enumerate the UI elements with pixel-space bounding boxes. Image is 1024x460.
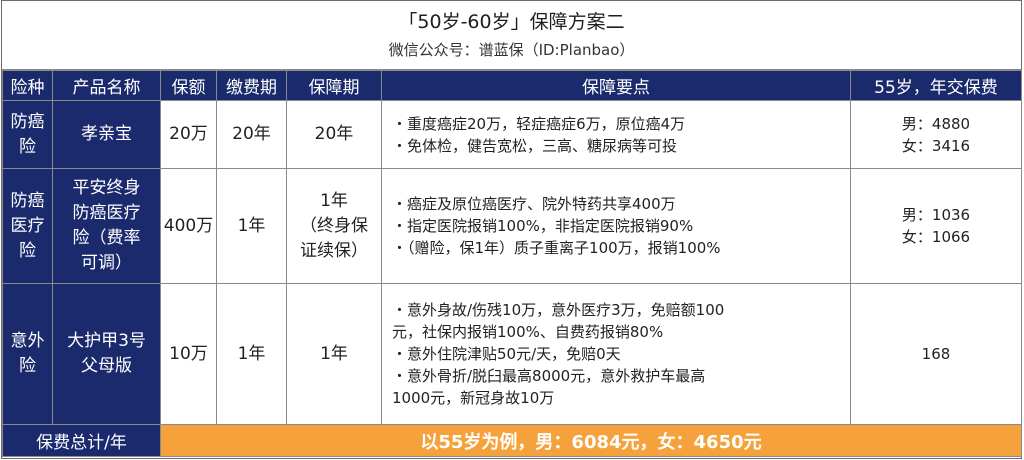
header-premium: 55岁，年交保费	[850, 70, 1022, 101]
header-amount: 保额	[160, 70, 217, 101]
product-name-line: 父母版	[81, 356, 132, 376]
table-row: 意外 险 大护甲3号 父母版 10万 1年 1年 ・意外身故/伤残10万，意外医…	[2, 283, 1022, 425]
cover-term-cell: 1年	[286, 283, 382, 425]
product-name-line: 大护甲3号	[67, 331, 146, 351]
key-point-line: ・癌症及原位癌医疗、院外特药共享400万	[392, 195, 676, 213]
product-name-cell: 平安终身 防癌医疗 险（费率 可调）	[52, 168, 161, 284]
key-point-line: ・指定医院报销100%，非指定医院报销90%	[392, 217, 694, 235]
title-block: 「50岁-60岁」保障方案二 微信公众号：谱蓝保（ID:Planbao）	[2, 1, 1021, 70]
amount-cell: 20万	[160, 100, 217, 169]
premium-line: 女：3416	[901, 136, 971, 155]
key-point-line: ・意外住院津贴50元/天，免赔0天	[392, 345, 621, 363]
key-point-line: ・重度癌症20万，轻症癌症6万，原位癌4万	[392, 114, 686, 133]
key-point-line: ・意外身故/伤残10万，意外医疗3万，免赔额100	[392, 301, 725, 319]
risk-type-cell: 防癌 医疗 险	[2, 168, 53, 284]
cover-term-line: 20年	[314, 124, 354, 144]
total-summary: 以55岁为例，男：6084元，女：4650元	[160, 424, 1022, 457]
header-pay-term: 缴费期	[216, 70, 287, 101]
risk-type-cell: 防癌 险	[2, 100, 53, 169]
cover-term-cell: 1年 （终身保 证续保）	[286, 168, 382, 284]
page-title: 「50岁-60岁」保障方案二	[398, 11, 625, 33]
table-row: 防癌 医疗 险 平安终身 防癌医疗 险（费率 可调） 400万 1年 1年 （终…	[2, 168, 1022, 284]
cover-term-line: （终身保	[300, 215, 368, 236]
product-name-line: 险（费率	[72, 228, 141, 248]
risk-type-line: 险	[19, 240, 36, 261]
risk-type-line: 防癌	[10, 190, 45, 211]
amount-cell: 10万	[160, 283, 217, 425]
key-points-cell: ・重度癌症20万，轻症癌症6万，原位癌4万 ・免体检，健告宽松，三高、糖尿病等可…	[381, 100, 851, 169]
key-point-line: ・意外骨折/脱臼最高8000元，意外救护车最高	[392, 367, 706, 385]
cover-term-cell: 20年	[286, 100, 382, 169]
key-points-cell: ・癌症及原位癌医疗、院外特药共享400万 ・指定医院报销100%，非指定医院报销…	[381, 168, 851, 284]
premium-line: 男：1036	[901, 206, 971, 224]
risk-type-line: 险	[19, 356, 36, 376]
key-point-line: ・（赠险，保1年）质子重离子100万，报销100%	[392, 239, 721, 257]
premium-line: 男：4880	[901, 114, 971, 133]
plan-table: 险种 产品名称 保额 缴费期 保障期 保障要点 55岁，年交保费 防癌 险 孝亲…	[2, 70, 1022, 457]
risk-type-line: 防癌	[10, 111, 45, 132]
key-point-line: 1000元，新冠身故10万	[392, 389, 555, 407]
risk-type-cell: 意外 险	[2, 283, 53, 425]
table-row: 防癌 险 孝亲宝 20万 20年 20年 ・重度癌症20万，轻症癌症6万，原位癌…	[2, 100, 1022, 169]
product-name-line: 可调）	[81, 253, 132, 273]
premium-cell: 男：4880 女：3416	[850, 100, 1022, 169]
header-product: 产品名称	[52, 70, 161, 101]
premium-line: 168	[921, 345, 951, 363]
premium-cell: 男：1036 女：1066	[850, 168, 1022, 284]
risk-type-line: 意外	[10, 331, 45, 351]
header-points: 保障要点	[381, 70, 851, 101]
risk-type-line: 医疗	[10, 215, 45, 236]
risk-type-line: 险	[19, 136, 36, 157]
premium-cell: 168	[850, 283, 1022, 425]
cover-term-line: 1年	[320, 190, 348, 211]
pay-term-cell: 1年	[216, 283, 287, 425]
cover-term-line: 1年	[320, 343, 348, 364]
product-name-cell: 大护甲3号 父母版	[52, 283, 161, 425]
key-points-cell: ・意外身故/伤残10万，意外医疗3万，免赔额100 元，社保内报销100%、自费…	[381, 283, 851, 425]
key-point-line: ・免体检，健告宽松，三高、糖尿病等可投	[392, 136, 678, 155]
table-header-row: 险种 产品名称 保额 缴费期 保障期 保障要点 55岁，年交保费	[2, 70, 1022, 101]
premium-line: 女：1066	[901, 228, 971, 246]
pay-term-cell: 1年	[216, 168, 287, 284]
total-label: 保费总计/年	[2, 424, 161, 457]
header-risk: 险种	[2, 70, 53, 101]
product-name-line: 孝亲宝	[81, 124, 132, 144]
product-name-line: 防癌医疗	[72, 203, 141, 223]
product-name-line: 平安终身	[72, 178, 141, 198]
pay-term-cell: 20年	[216, 100, 287, 169]
header-cover-term: 保障期	[286, 70, 382, 101]
amount-cell: 400万	[160, 168, 217, 284]
cover-term-line: 证续保）	[300, 240, 368, 261]
total-row: 保费总计/年 以55岁为例，男：6084元，女：4650元	[2, 424, 1022, 457]
key-point-line: 元，社保内报销100%、自费药报销80%	[392, 323, 664, 341]
page-subtitle: 微信公众号：谱蓝保（ID:Planbao）	[388, 41, 635, 59]
product-name-cell: 孝亲宝	[52, 100, 161, 169]
